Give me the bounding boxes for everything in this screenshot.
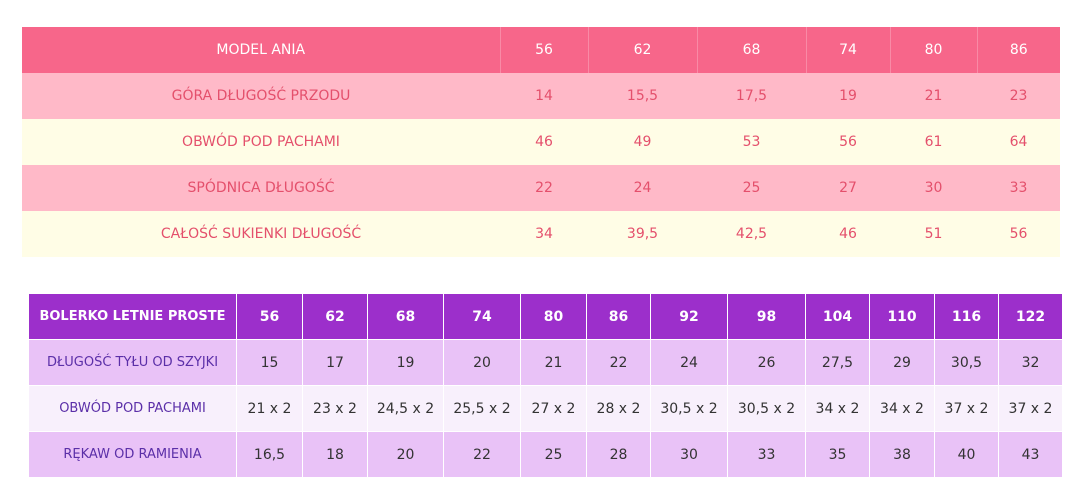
table-row: OBWÓD POD PACHAMI 21 x 2 23 x 2 24,5 x 2 25,… <box>28 385 1063 432</box>
cell: 23 <box>977 73 1060 119</box>
cell: 24,5 x 2 <box>367 385 444 432</box>
cell: 43 <box>998 431 1063 478</box>
cell: 80 <box>889 27 977 73</box>
table-row: RĘKAW OD RAMIENIA 16,5 18 20 22 25 28 30 33 35 38 4… <box>28 431 1063 478</box>
cell: 110 <box>869 293 935 340</box>
cell: 21 <box>890 73 977 119</box>
cell: 28 x 2 <box>586 385 651 432</box>
row-label: MODEL ANIA <box>22 27 500 73</box>
cell: 62 <box>587 27 697 73</box>
cell: 30,5 <box>934 339 999 386</box>
cell: 15,5 <box>588 73 697 119</box>
cell: 61 <box>890 119 977 165</box>
table-row: CAŁOŚĆ SUKIENKI DŁUGOŚĆ 34 39,5 42,5 46 51 56 <box>22 211 1060 257</box>
row-label: DŁUGOŚĆ TYŁU OD SZYJKI <box>28 339 237 386</box>
cell: 25 <box>520 431 587 478</box>
cell: 19 <box>367 339 444 386</box>
cell: 34 x 2 <box>805 385 870 432</box>
cell: 29 <box>869 339 935 386</box>
cell: 15 <box>236 339 303 386</box>
cell: 33 <box>977 165 1060 211</box>
cell: 20 <box>367 431 444 478</box>
cell: 86 <box>586 293 651 340</box>
cell: 40 <box>934 431 999 478</box>
cell: 21 <box>520 339 587 386</box>
cell: 30 <box>890 165 977 211</box>
table-row: OBWÓD POD PACHAMI 46 49 53 56 61 64 <box>22 119 1060 165</box>
cell: 56 <box>977 211 1060 257</box>
cell: 25 <box>697 165 806 211</box>
cell: 32 <box>998 339 1063 386</box>
cell: 23 x 2 <box>302 385 368 432</box>
cell: 28 <box>586 431 651 478</box>
cell: 25,5 x 2 <box>443 385 521 432</box>
cell: 27 x 2 <box>520 385 587 432</box>
cell: 39,5 <box>588 211 697 257</box>
table-row: DŁUGOŚĆ TYŁU OD SZYJKI 15 17 19 20 21 22 24 26 27… <box>28 339 1063 386</box>
cell: 53 <box>697 119 806 165</box>
cell: 22 <box>586 339 651 386</box>
row-label: GÓRA DŁUGOŚĆ PRZODU <box>22 73 500 119</box>
cell: 35 <box>805 431 870 478</box>
size-table-ania: MODEL ANIA 56 62 68 74 80 86 GÓRA DŁUGOŚĆ PRZOD… <box>22 27 1060 257</box>
row-label: OBWÓD POD PACHAMI <box>22 119 500 165</box>
cell: 46 <box>806 211 890 257</box>
cell: 51 <box>890 211 977 257</box>
cell: 17 <box>302 339 368 386</box>
cell: 56 <box>499 27 588 73</box>
cell: 27 <box>806 165 890 211</box>
cell: 49 <box>588 119 697 165</box>
cell: 20 <box>443 339 521 386</box>
cell: 122 <box>998 293 1063 340</box>
row-label: RĘKAW OD RAMIENIA <box>28 431 237 478</box>
cell: 24 <box>588 165 697 211</box>
cell: 64 <box>977 119 1060 165</box>
row-label: CAŁOŚĆ SUKIENKI DŁUGOŚĆ <box>22 211 500 257</box>
cell: 19 <box>806 73 890 119</box>
cell: 22 <box>500 165 588 211</box>
cell: 34 <box>500 211 588 257</box>
cell: 56 <box>236 293 303 340</box>
table-row: SPÓDNICA DŁUGOŚĆ 22 24 25 27 30 33 <box>22 165 1060 211</box>
table-row: BOLERKO LETNIE PROSTE 56 62 68 74 80 86 92 98 104… <box>28 293 1063 340</box>
cell: 62 <box>302 293 368 340</box>
cell: 98 <box>727 293 806 340</box>
cell: 27,5 <box>805 339 870 386</box>
cell: 46 <box>500 119 588 165</box>
table-row: GÓRA DŁUGOŚĆ PRZODU 14 15,5 17,5 19 21 23 <box>22 73 1060 119</box>
cell: 37 x 2 <box>998 385 1063 432</box>
cell: 116 <box>934 293 999 340</box>
cell: 56 <box>806 119 890 165</box>
cell: 34 x 2 <box>869 385 935 432</box>
row-label: OBWÓD POD PACHAMI <box>28 385 237 432</box>
cell: 17,5 <box>697 73 806 119</box>
cell: 24 <box>650 339 728 386</box>
cell: 26 <box>727 339 806 386</box>
size-table-bolerko: BOLERKO LETNIE PROSTE 56 62 68 74 80 86 92 98 104… <box>28 293 1063 478</box>
cell: 30 <box>650 431 728 478</box>
cell: 80 <box>520 293 587 340</box>
cell: 33 <box>727 431 806 478</box>
cell: 18 <box>302 431 368 478</box>
row-label: BOLERKO LETNIE PROSTE <box>28 293 237 340</box>
cell: 16,5 <box>236 431 303 478</box>
cell: 74 <box>805 27 890 73</box>
cell: 14 <box>500 73 588 119</box>
cell: 21 x 2 <box>236 385 303 432</box>
cell: 86 <box>976 27 1060 73</box>
cell: 38 <box>869 431 935 478</box>
cell: 92 <box>650 293 728 340</box>
cell: 74 <box>443 293 521 340</box>
table-row: MODEL ANIA 56 62 68 74 80 86 <box>22 27 1060 73</box>
cell: 68 <box>696 27 806 73</box>
cell: 104 <box>805 293 870 340</box>
cell: 30,5 x 2 <box>650 385 728 432</box>
row-label: SPÓDNICA DŁUGOŚĆ <box>22 165 500 211</box>
cell: 68 <box>367 293 444 340</box>
cell: 22 <box>443 431 521 478</box>
cell: 42,5 <box>697 211 806 257</box>
cell: 30,5 x 2 <box>727 385 806 432</box>
cell: 37 x 2 <box>934 385 999 432</box>
